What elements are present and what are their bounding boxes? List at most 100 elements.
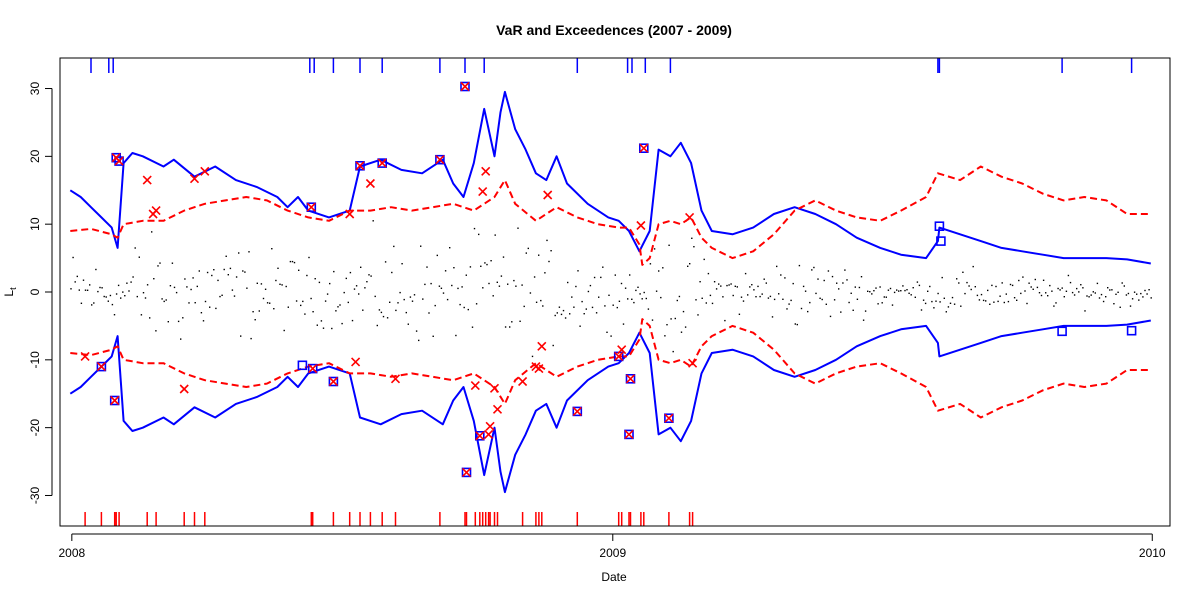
y-axis-label-subscript: t [8,287,18,290]
loss-point [782,298,784,300]
loss-point [502,256,505,258]
loss-point [583,313,585,315]
loss-point [585,308,587,310]
loss-point [1136,293,1138,295]
loss-point [289,260,292,263]
series-line-blue-upper [69,90,1151,265]
loss-point [1003,301,1005,304]
loss-point [761,293,763,295]
loss-point [480,265,482,267]
loss-point [949,302,952,304]
loss-point [564,317,567,319]
loss-point [705,302,707,304]
loss-point [329,282,331,285]
loss-point [227,274,229,276]
loss-point [1100,293,1103,296]
loss-point [593,276,596,279]
loss-point [453,267,455,269]
loss-point [776,265,778,268]
loss-point [167,321,169,323]
red-rug [84,512,694,526]
loss-point [821,298,823,301]
loss-point [655,290,658,292]
loss-point [465,274,467,276]
chart-title: VaR and Exceedences (2007 - 2009) [496,22,732,38]
loss-point [1094,292,1096,294]
red-cross-marker [179,384,189,394]
loss-point [107,300,109,302]
loss-point [254,319,256,321]
loss-point [165,299,167,301]
loss-point [122,291,124,293]
loss-point [567,281,569,284]
loss-point [542,305,544,307]
loss-point [1150,297,1152,299]
loss-point [366,281,368,283]
loss-point [811,269,813,271]
loss-point [786,308,788,310]
loss-points [70,220,1152,358]
loss-point [475,303,478,305]
loss-point [929,285,931,288]
loss-point [571,296,573,298]
loss-point [792,282,794,285]
loss-point [790,299,792,302]
y-tick-label: -20 [28,419,42,437]
loss-point [1115,293,1117,295]
loss-point [345,277,347,280]
loss-point [372,220,374,222]
y-tick-label: 20 [28,149,42,163]
loss-point [80,302,83,304]
loss-point [399,291,401,294]
loss-point [117,284,120,287]
loss-point [308,256,310,259]
loss-point [471,326,474,328]
loss-point [436,254,438,257]
loss-point [546,239,548,242]
loss-point [732,294,734,297]
loss-point [298,269,300,271]
loss-point [177,320,180,323]
loss-point [1036,286,1039,289]
loss-point [1047,295,1049,297]
loss-point [718,283,720,285]
loss-point [163,300,165,303]
loss-point [569,313,571,315]
loss-point [140,314,143,316]
red-cross-marker [534,364,544,374]
loss-point [349,271,352,274]
loss-point [1148,289,1150,291]
loss-point [1129,305,1132,307]
loss-point [1117,291,1119,293]
loss-point [244,271,246,273]
red-cross-marker [478,187,488,197]
red-cross-marker [484,429,494,439]
loss-point [103,295,105,298]
loss-point [149,317,151,319]
loss-point [858,286,861,289]
loss-point [235,276,238,278]
loss-point [898,290,900,292]
red-cross-marker [518,376,528,387]
loss-point [711,302,714,305]
loss-point [391,271,393,274]
loss-point [997,300,999,303]
loss-point [378,309,381,311]
loss-point [169,285,172,287]
loss-point [281,284,283,286]
loss-point [1049,284,1051,287]
loss-point [900,290,902,292]
loss-point [1071,291,1074,294]
loss-point [531,355,534,358]
red-cross-marker [308,364,318,374]
loss-point [922,299,925,301]
loss-point [589,284,592,287]
loss-point [980,293,983,296]
loss-point [513,279,515,282]
loss-point [943,297,945,299]
y-tick-label: 30 [28,82,42,96]
loss-point [180,338,182,340]
loss-point [89,284,91,286]
loss-point [496,281,498,283]
